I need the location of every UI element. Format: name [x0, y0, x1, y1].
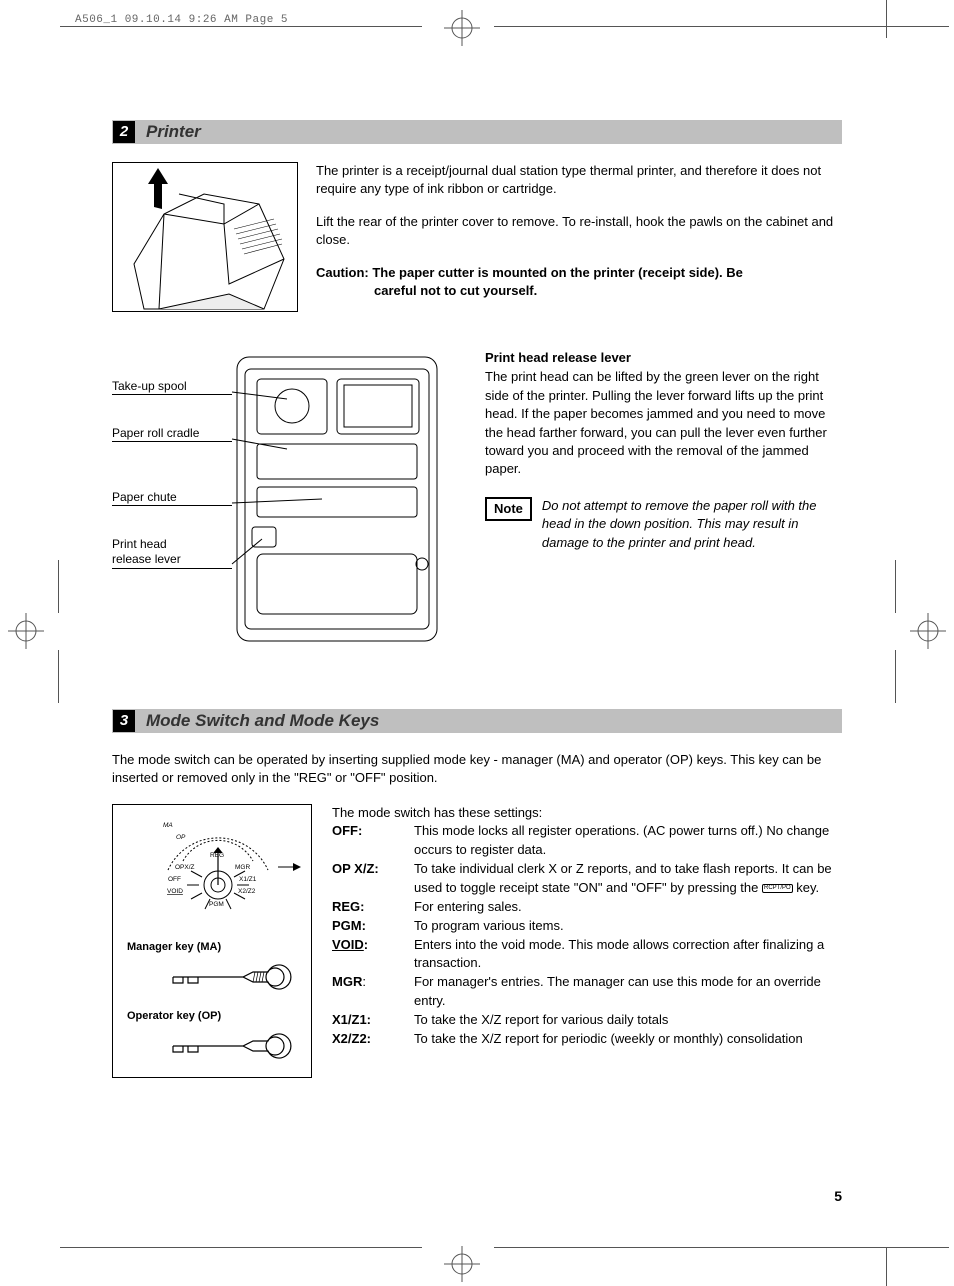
- printer-illustration: [112, 162, 298, 312]
- mode-switch-illustration: MA OP REG OPX/Z MGR OFF X1/Z1 VOID X2/Z2…: [112, 804, 312, 1078]
- printer-para2: Lift the rear of the printer cover to re…: [316, 213, 842, 250]
- printer-parts-diagram: Take-up spool Paper roll cradle Paper ch…: [112, 349, 447, 649]
- settings-row: VOID:Enters into the void mode. This mod…: [332, 936, 842, 974]
- settings-row: MGR:For manager's entries. The manager c…: [332, 973, 842, 1011]
- svg-text:OP: OP: [176, 834, 186, 841]
- label-paper-roll-cradle: Paper roll cradle: [112, 426, 232, 442]
- settings-row: OP X/Z:To take individual clerk X or Z r…: [332, 860, 842, 898]
- section-number: 3: [113, 710, 135, 732]
- crop-mark: [895, 650, 896, 703]
- label-takeup-spool: Take-up spool: [112, 379, 232, 395]
- svg-text:X1/Z1: X1/Z1: [239, 876, 257, 883]
- label-print-head-release-lever: Print headrelease lever: [112, 537, 232, 569]
- svg-text:OFF: OFF: [168, 876, 181, 883]
- operator-key-icon: [113, 1024, 311, 1072]
- manager-key-icon: [113, 955, 311, 999]
- operator-key-label: Operator key (OP): [113, 1004, 311, 1024]
- crop-mark: [886, 1248, 887, 1286]
- settings-intro: The mode switch has these settings:: [332, 804, 842, 823]
- printer-caution: Caution: The paper cutter is mounted on …: [316, 265, 743, 280]
- note-label: Note: [485, 497, 532, 521]
- manager-key-label: Manager key (MA): [113, 935, 311, 955]
- crop-mark: [494, 26, 949, 27]
- page-header-meta: A506_1 09.10.14 9:26 AM Page 5: [75, 14, 288, 26]
- release-lever-body: The print head can be lifted by the gree…: [485, 368, 842, 479]
- page-number: 5: [834, 1188, 842, 1204]
- registration-mark-icon: [444, 1246, 480, 1282]
- label-paper-chute: Paper chute: [112, 490, 232, 506]
- registration-mark-icon: [444, 10, 480, 46]
- crop-mark: [886, 0, 887, 38]
- svg-text:REG: REG: [210, 852, 224, 859]
- crop-mark: [895, 560, 896, 613]
- note-body: Do not attempt to remove the paper roll …: [542, 497, 842, 552]
- release-lever-heading: Print head release lever: [485, 349, 842, 367]
- crop-mark: [494, 1247, 949, 1248]
- settings-row: X2/Z2:To take the X/Z report for periodi…: [332, 1030, 842, 1049]
- settings-row: OFF:This mode locks all register operati…: [332, 822, 842, 860]
- crop-mark: [60, 1247, 422, 1248]
- settings-row: PGM:To program various items.: [332, 917, 842, 936]
- printer-caution-cont: careful not to cut yourself.: [316, 282, 842, 300]
- settings-row: X1/Z1:To take the X/Z report for various…: [332, 1011, 842, 1030]
- svg-text:MGR: MGR: [235, 864, 250, 871]
- section-header-printer: 2 Printer: [112, 120, 842, 144]
- crop-mark: [60, 26, 422, 27]
- settings-row: REG:For entering sales.: [332, 898, 842, 917]
- svg-text:X2/Z2: X2/Z2: [238, 888, 256, 895]
- registration-mark-icon: [8, 613, 44, 649]
- svg-text:VOID: VOID: [167, 888, 183, 895]
- svg-text:MA: MA: [163, 822, 173, 829]
- printer-para1: The printer is a receipt/journal dual st…: [316, 162, 842, 199]
- mode-settings-table: OFF:This mode locks all register operati…: [332, 822, 842, 1048]
- registration-mark-icon: [910, 613, 946, 649]
- section-title: Mode Switch and Mode Keys: [146, 711, 379, 731]
- crop-mark: [58, 560, 59, 613]
- section-number: 2: [113, 121, 135, 143]
- crop-mark: [58, 650, 59, 703]
- mode-intro-text: The mode switch can be operated by inser…: [112, 751, 842, 788]
- section-title: Printer: [146, 122, 201, 142]
- svg-text:OPX/Z: OPX/Z: [175, 864, 195, 871]
- section-header-mode: 3 Mode Switch and Mode Keys: [112, 709, 842, 733]
- svg-text:PGM: PGM: [209, 901, 224, 908]
